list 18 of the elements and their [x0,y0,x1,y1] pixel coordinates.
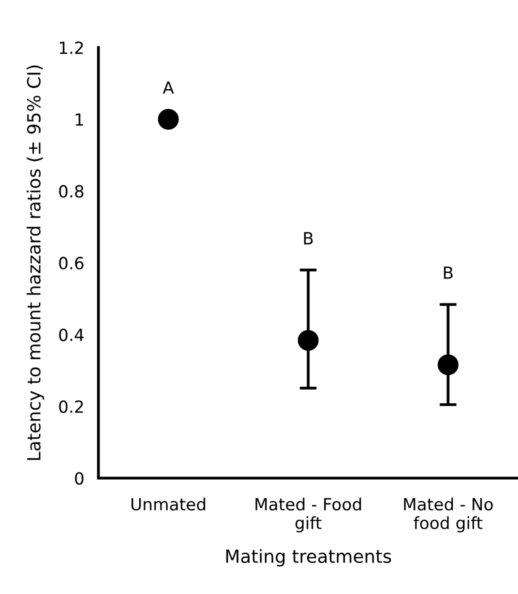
annotation: B [304,232,313,244]
annotation: B [444,266,453,279]
x-tick-label: Unmated [132,498,206,511]
point [298,330,319,351]
point [158,108,179,130]
y-tick-label: 0.2 [59,400,83,413]
x-tick-label: Mated - Food gift [256,498,361,532]
y-tick-label: 0.4 [59,328,84,342]
y-tick-label: 1.2 [60,41,83,54]
y-tick-label: 0 [75,472,84,485]
y-tick-label: 1 [76,113,83,126]
y-tick-label: 0.8 [59,185,84,198]
x-axis-title: Mating treatments [226,549,392,567]
point [438,354,458,376]
x-tick-label: Mated - No food gift [404,498,493,532]
annotation: A [162,81,174,94]
y-tick-label: 0.6 [59,256,84,270]
y-axis-title: Latency to mount hazzard ratios (± 95% CI) [26,66,44,460]
